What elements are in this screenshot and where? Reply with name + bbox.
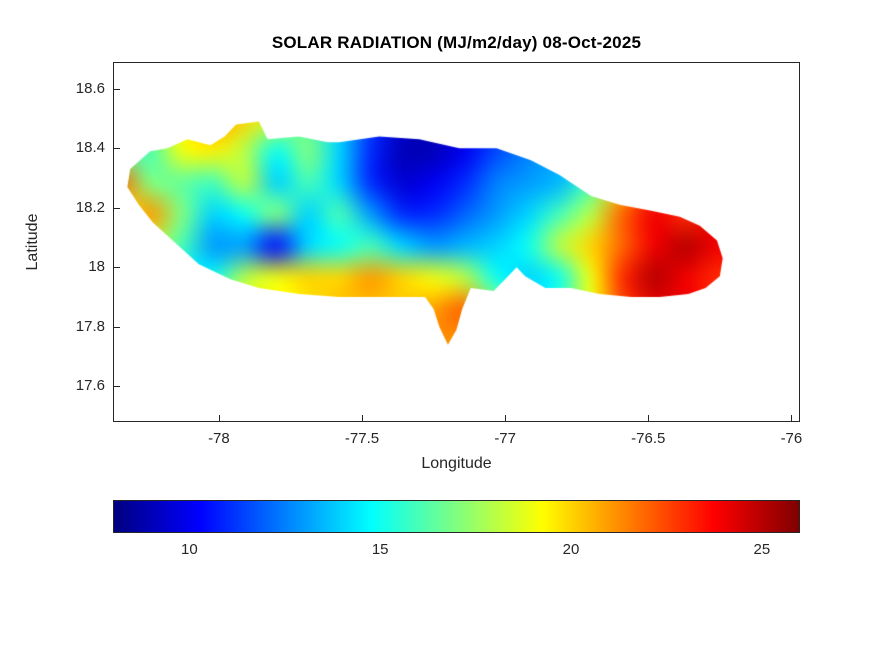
y-tick-label: 17.8 [75, 317, 105, 335]
colorbar-tick-label: 20 [562, 541, 580, 558]
y-tick-label: 18.2 [75, 198, 105, 216]
x-tick-label: -77.5 [344, 430, 380, 447]
x-axis-label: Longitude [421, 455, 492, 472]
x-tick-mark [505, 415, 507, 421]
x-tick-mark [218, 415, 220, 421]
y-tick-label: 17.6 [75, 377, 105, 395]
x-tick-mark [791, 415, 793, 421]
x-tick-label: -76.5 [631, 430, 666, 447]
chart-title: SOLAR RADIATION (MJ/m2/day) 08-Oct-2025 [271, 33, 642, 52]
colorbar-tick-label: 10 [180, 541, 198, 558]
y-tick-label: 18 [88, 258, 105, 276]
x-tick-mark [648, 415, 650, 421]
y-tick-mark [114, 88, 120, 90]
heatmap-canvas [113, 62, 800, 422]
y-tick-mark [114, 148, 120, 150]
y-tick-mark [114, 386, 120, 388]
x-tick-mark [362, 415, 364, 421]
y-tick-label: 18.6 [75, 79, 105, 97]
colorbar-canvas [113, 500, 800, 533]
y-tick-label: 18.4 [75, 139, 105, 157]
y-tick-mark [114, 326, 120, 328]
x-tick-label: -78 [208, 430, 230, 447]
colorbar-tick-label: 15 [371, 541, 389, 558]
colorbar-tick-label: 25 [753, 541, 771, 558]
y-axis-label: Latitude [24, 213, 41, 271]
x-tick-label: -77 [494, 430, 516, 447]
x-tick-label: -76 [780, 430, 803, 447]
y-tick-mark [114, 267, 120, 269]
y-tick-mark [114, 207, 120, 209]
